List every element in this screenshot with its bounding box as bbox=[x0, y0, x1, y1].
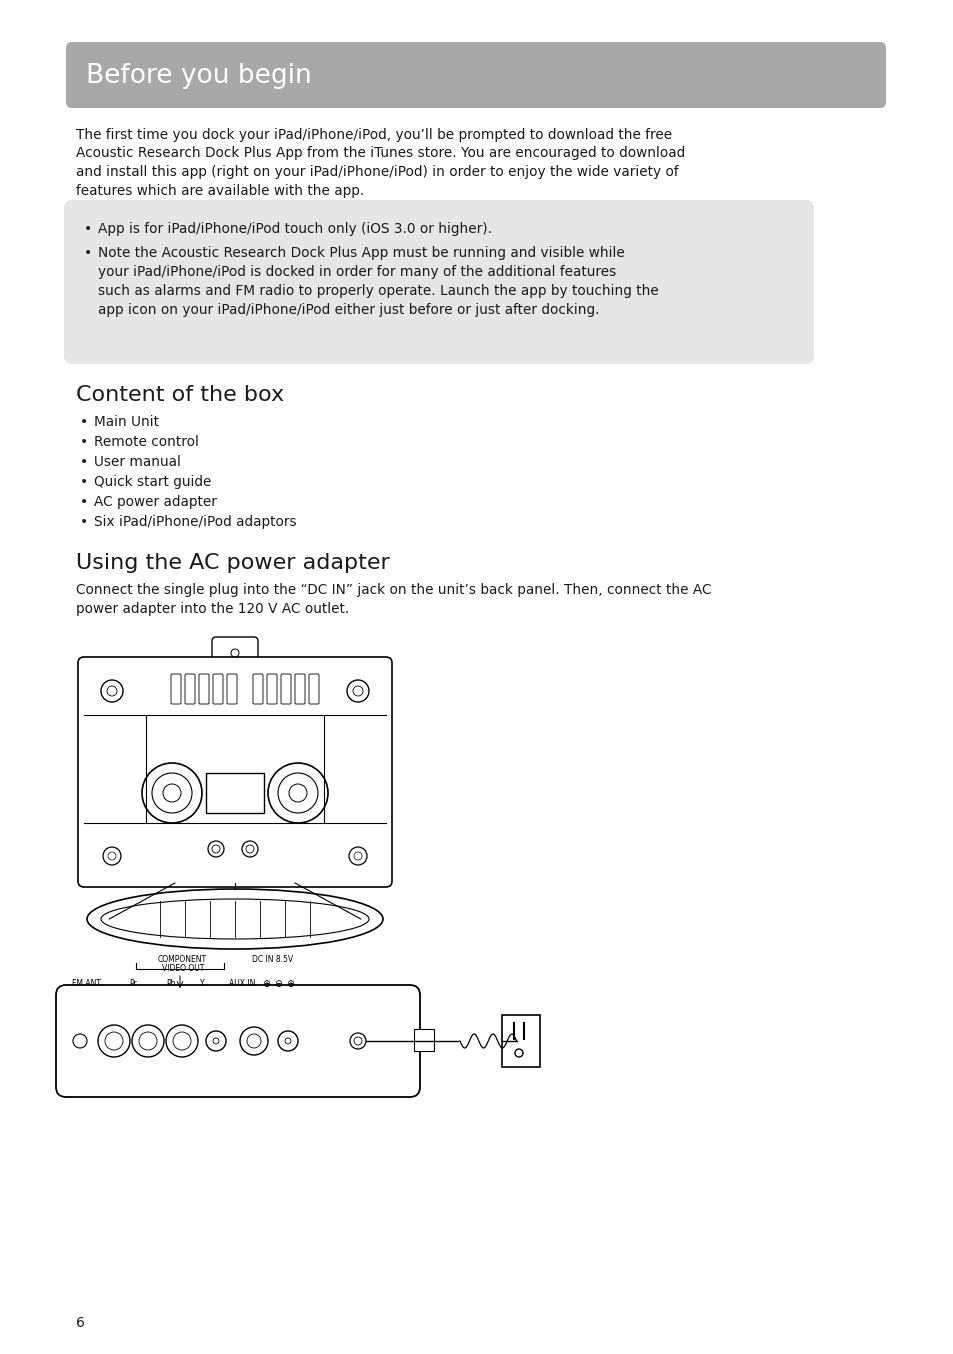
Circle shape bbox=[103, 848, 121, 865]
Ellipse shape bbox=[101, 899, 369, 940]
FancyBboxPatch shape bbox=[66, 42, 885, 108]
Circle shape bbox=[98, 1025, 130, 1057]
Bar bbox=[206, 773, 264, 812]
Text: •: • bbox=[80, 455, 89, 468]
Text: •: • bbox=[80, 496, 89, 509]
Circle shape bbox=[350, 1033, 366, 1049]
Text: power adapter into the 120 V AC outlet.: power adapter into the 120 V AC outlet. bbox=[76, 603, 349, 616]
Text: 6: 6 bbox=[76, 1316, 85, 1330]
Circle shape bbox=[354, 852, 361, 860]
FancyBboxPatch shape bbox=[253, 674, 263, 704]
Circle shape bbox=[208, 841, 224, 857]
Text: Six iPad/iPhone/iPod adaptors: Six iPad/iPhone/iPod adaptors bbox=[94, 515, 296, 529]
Text: Acoustic Research Dock Plus App from the iTunes store. You are encouraged to dow: Acoustic Research Dock Plus App from the… bbox=[76, 146, 684, 161]
FancyBboxPatch shape bbox=[171, 674, 181, 704]
Circle shape bbox=[105, 1032, 123, 1049]
Text: ⊖: ⊖ bbox=[274, 979, 282, 988]
Circle shape bbox=[206, 1030, 226, 1051]
FancyBboxPatch shape bbox=[294, 674, 305, 704]
Text: Content of the box: Content of the box bbox=[76, 385, 284, 405]
Circle shape bbox=[107, 686, 117, 696]
FancyBboxPatch shape bbox=[185, 674, 194, 704]
Text: User manual: User manual bbox=[94, 455, 181, 468]
Circle shape bbox=[101, 680, 123, 701]
Text: The first time you dock your iPad/iPhone/iPod, you’ll be prompted to download th: The first time you dock your iPad/iPhone… bbox=[76, 129, 672, 142]
Circle shape bbox=[289, 784, 307, 802]
Circle shape bbox=[142, 764, 202, 823]
Text: •: • bbox=[84, 246, 92, 260]
FancyBboxPatch shape bbox=[199, 674, 209, 704]
Text: Pb: Pb bbox=[166, 979, 175, 988]
Circle shape bbox=[163, 784, 181, 802]
FancyBboxPatch shape bbox=[64, 200, 813, 364]
Text: •: • bbox=[80, 475, 89, 489]
Text: Remote control: Remote control bbox=[94, 435, 198, 450]
Circle shape bbox=[242, 841, 257, 857]
Text: AC power adapter: AC power adapter bbox=[94, 496, 216, 509]
FancyBboxPatch shape bbox=[78, 657, 392, 887]
Circle shape bbox=[139, 1032, 157, 1049]
FancyBboxPatch shape bbox=[281, 674, 291, 704]
Text: your iPad/iPhone/iPod is docked in order for many of the additional features: your iPad/iPhone/iPod is docked in order… bbox=[98, 265, 616, 279]
Circle shape bbox=[132, 1025, 164, 1057]
Circle shape bbox=[349, 848, 367, 865]
FancyBboxPatch shape bbox=[212, 636, 257, 669]
Circle shape bbox=[515, 1049, 522, 1057]
Circle shape bbox=[268, 764, 328, 823]
Circle shape bbox=[240, 1026, 268, 1055]
Text: and install this app (right on your iPad/iPhone/iPod) in order to enjoy the wide: and install this app (right on your iPad… bbox=[76, 165, 678, 179]
Text: •: • bbox=[80, 515, 89, 529]
Circle shape bbox=[247, 1034, 261, 1048]
Text: VIDEO OUT: VIDEO OUT bbox=[162, 964, 204, 974]
Circle shape bbox=[277, 1030, 297, 1051]
Text: COMPONENT: COMPONENT bbox=[158, 955, 207, 964]
Text: Quick start guide: Quick start guide bbox=[94, 475, 212, 489]
Bar bbox=[414, 1029, 434, 1051]
FancyBboxPatch shape bbox=[56, 984, 419, 1097]
Circle shape bbox=[277, 773, 317, 812]
FancyBboxPatch shape bbox=[267, 674, 276, 704]
Circle shape bbox=[353, 686, 363, 696]
Circle shape bbox=[231, 649, 239, 657]
Text: •: • bbox=[84, 222, 92, 236]
Circle shape bbox=[213, 1039, 219, 1044]
Circle shape bbox=[354, 1037, 361, 1045]
Text: app icon on your iPad/iPhone/iPod either just before or just after docking.: app icon on your iPad/iPhone/iPod either… bbox=[98, 303, 598, 317]
Text: •: • bbox=[80, 414, 89, 429]
Text: Connect the single plug into the “DC IN” jack on the unit’s back panel. Then, co: Connect the single plug into the “DC IN”… bbox=[76, 584, 711, 597]
Text: such as alarms and FM radio to properly operate. Launch the app by touching the: such as alarms and FM radio to properly … bbox=[98, 284, 659, 298]
Bar bbox=[501, 1016, 539, 1067]
Text: Y: Y bbox=[200, 979, 204, 988]
Circle shape bbox=[108, 852, 116, 860]
Text: ⊕: ⊕ bbox=[286, 979, 294, 988]
Text: •: • bbox=[80, 435, 89, 450]
FancyBboxPatch shape bbox=[227, 674, 236, 704]
Circle shape bbox=[212, 845, 220, 853]
Text: Note the Acoustic Research Dock Plus App must be running and visible while: Note the Acoustic Research Dock Plus App… bbox=[98, 246, 624, 260]
Circle shape bbox=[347, 680, 369, 701]
Circle shape bbox=[285, 1039, 291, 1044]
Circle shape bbox=[73, 1034, 87, 1048]
Text: AUX IN: AUX IN bbox=[229, 979, 255, 988]
FancyBboxPatch shape bbox=[309, 674, 318, 704]
Circle shape bbox=[246, 845, 253, 853]
Circle shape bbox=[152, 773, 192, 812]
Text: ⊕: ⊕ bbox=[262, 979, 270, 988]
Text: Before you begin: Before you begin bbox=[86, 64, 312, 89]
Circle shape bbox=[172, 1032, 191, 1049]
Text: Main Unit: Main Unit bbox=[94, 414, 159, 429]
Text: FM ANT.: FM ANT. bbox=[71, 979, 102, 988]
Text: Using the AC power adapter: Using the AC power adapter bbox=[76, 552, 390, 573]
FancyBboxPatch shape bbox=[213, 674, 223, 704]
Text: features which are available with the app.: features which are available with the ap… bbox=[76, 184, 364, 198]
Text: App is for iPad/iPhone/iPod touch only (iOS 3.0 or higher).: App is for iPad/iPhone/iPod touch only (… bbox=[98, 222, 492, 236]
Circle shape bbox=[166, 1025, 198, 1057]
Text: Pr: Pr bbox=[129, 979, 136, 988]
Text: DC IN 8.5V: DC IN 8.5V bbox=[252, 955, 293, 964]
Ellipse shape bbox=[87, 890, 382, 949]
